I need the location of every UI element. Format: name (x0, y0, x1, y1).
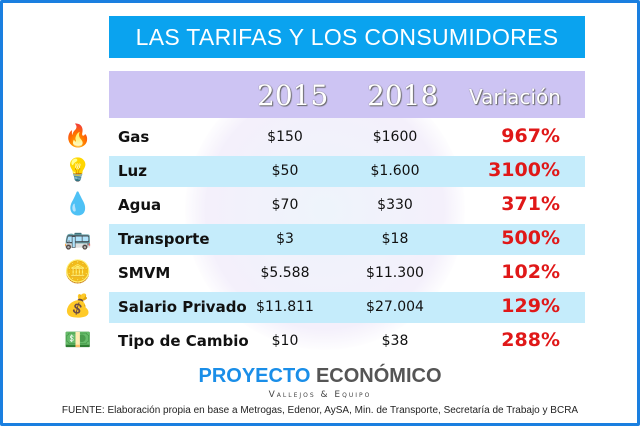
variation-value: 967% (501, 125, 560, 147)
value-2015: $5.588 (260, 265, 310, 281)
variation-value: 102% (501, 261, 560, 283)
coins-stack-icon: 🪙 (64, 260, 92, 285)
row-label: Luz (118, 162, 147, 180)
value-2018: $18 (381, 231, 409, 247)
value-2018: $38 (381, 333, 409, 349)
value-2015: $150 (267, 129, 303, 145)
row-label: SMVM (118, 264, 171, 282)
value-2018: $27.004 (366, 299, 424, 315)
row-label: Agua (118, 196, 162, 214)
row-band (109, 224, 585, 255)
variation-value: 3100% (488, 159, 560, 181)
bus-icon: 🚌 (64, 226, 92, 251)
title: LAS TARIFAS Y LOS CONSUMIDORES (109, 16, 585, 58)
value-2015: $10 (271, 333, 299, 349)
row-label: Transporte (118, 230, 210, 248)
water-drop-icon: 💧 (64, 192, 92, 217)
table-row: 🚌 Transporte $3 $18 500% (0, 224, 640, 255)
value-2018: $11.300 (366, 265, 424, 281)
value-2018: $1.600 (370, 163, 420, 179)
table-row: 💡 Luz $50 $1.600 3100% (0, 156, 640, 187)
value-2015: $3 (276, 231, 294, 247)
variation-value: 371% (501, 193, 560, 215)
value-2015: $70 (271, 197, 299, 213)
table-header: 2015 2018 Variación (109, 71, 585, 118)
value-2018: $330 (377, 197, 413, 213)
table-row: 💰 Salario Privado $11.811 $27.004 129% (0, 292, 640, 323)
table-row: 🪙 SMVM $5.588 $11.300 102% (0, 258, 640, 289)
row-label: Salario Privado (118, 298, 247, 316)
table-row: 🔥 Gas $150 $1600 967% (0, 122, 640, 153)
value-2015: $50 (271, 163, 299, 179)
col-variacion: Variación (469, 85, 561, 109)
brand-subtitle: Vallejos & Equipo (268, 390, 372, 400)
col-2015: 2015 (257, 79, 329, 112)
row-band (109, 292, 585, 323)
source-note: FUENTE: Elaboración propia en base a Met… (61, 405, 579, 416)
row-label: Tipo de Cambio (118, 332, 249, 350)
fire-icon: 🔥 (64, 124, 92, 149)
brand-logo: PROYECTO ECONÓMICO (198, 365, 442, 387)
dollar-bill-icon: 💵 (64, 328, 92, 353)
value-2015: $11.811 (256, 299, 314, 315)
table-row: 💧 Agua $70 $330 371% (0, 190, 640, 221)
gold-coins-icon: 💰 (64, 294, 92, 319)
row-band (109, 156, 585, 187)
variation-value: 500% (501, 227, 560, 249)
value-2018: $1600 (372, 129, 418, 145)
col-2018: 2018 (367, 79, 439, 112)
table-row: 💵 Tipo de Cambio $10 $38 288% (0, 326, 640, 357)
lightbulb-icon: 💡 (64, 158, 92, 183)
variation-value: 129% (501, 295, 560, 317)
row-label: Gas (118, 128, 150, 146)
variation-value: 288% (501, 329, 560, 351)
